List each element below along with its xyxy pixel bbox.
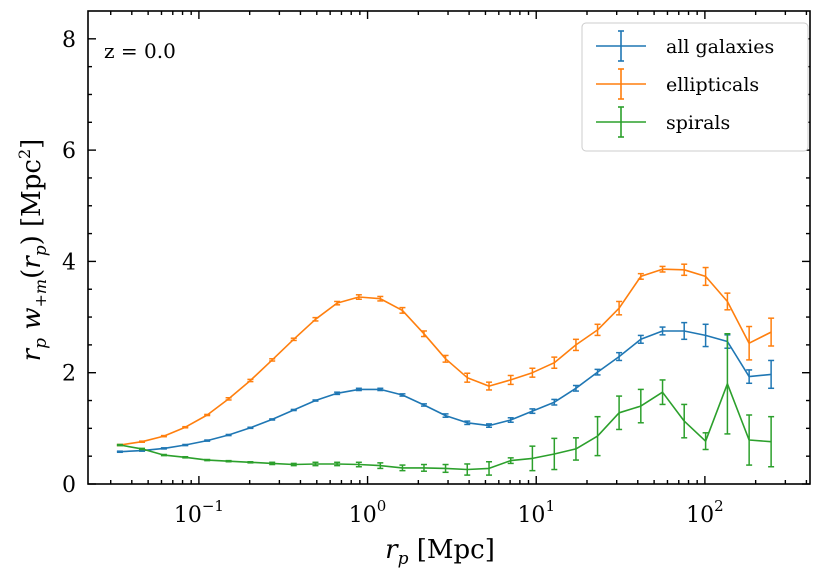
x-tick-label: 101 <box>517 497 555 528</box>
axes-frame <box>87 10 811 485</box>
legend-label-spirals: spirals <box>666 112 730 134</box>
legend-label-ellipticals: ellipticals <box>666 74 759 96</box>
legend-entries: all galaxies ellipticals spirals <box>596 30 774 138</box>
x-axis-label: rp [Mpc] <box>385 535 495 569</box>
x-tick-label: 10−1 <box>174 497 224 528</box>
series-spirals <box>116 333 775 476</box>
y-axis-label: rp w+m(rp) [Mpc2] <box>15 139 51 362</box>
legend-entry-all-galaxies: all galaxies <box>596 30 774 62</box>
errorbar-ellipticals <box>768 317 775 347</box>
y-tick-label: 6 <box>62 139 76 164</box>
y-tick-label: 4 <box>62 250 76 275</box>
plot-area <box>116 263 775 476</box>
legend: all galaxies ellipticals spirals <box>581 22 809 152</box>
legend-entry-spirals: spirals <box>596 106 730 138</box>
y-tick-label: 0 <box>62 473 76 498</box>
redshift-annotation: z = 0.0 <box>104 39 176 63</box>
series-line-ellipticals <box>119 268 772 446</box>
series-line-all-galaxies <box>119 330 772 453</box>
legend-entry-ellipticals: ellipticals <box>596 68 759 100</box>
series-ellipticals <box>116 263 775 447</box>
legend-box <box>581 22 809 152</box>
errorbar-spirals <box>768 415 775 468</box>
series-all-galaxies <box>116 321 775 454</box>
legend-label-all-galaxies: all galaxies <box>666 36 774 58</box>
y-tick-label: 8 <box>62 28 76 53</box>
x-tick-label: 102 <box>686 497 724 528</box>
x-tick-label: 100 <box>349 497 387 528</box>
y-tick-label: 2 <box>62 362 76 387</box>
errorbar-all-galaxies <box>768 359 775 390</box>
series-line-spirals <box>119 382 772 471</box>
axes: 0 2 4 6 8 10−1 100 101 102 <box>62 10 811 528</box>
